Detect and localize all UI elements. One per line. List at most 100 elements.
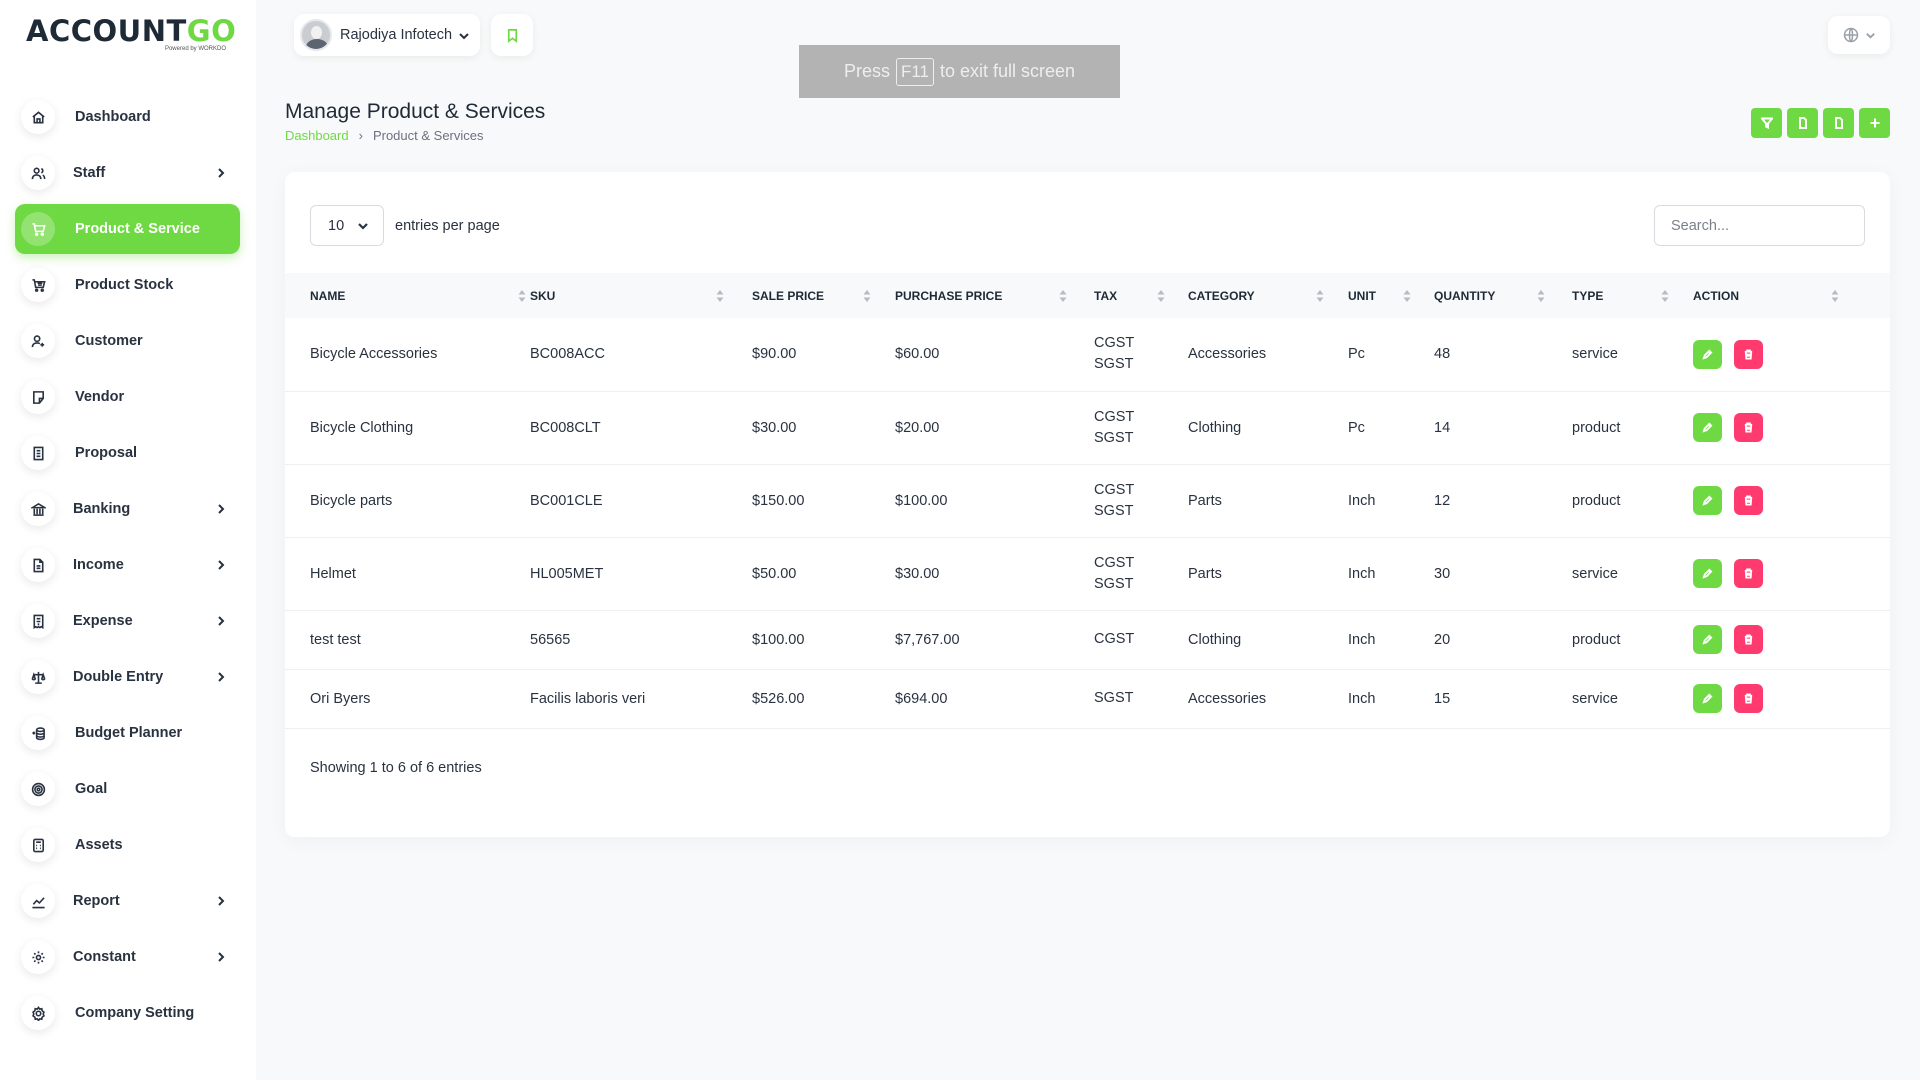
sort-icon[interactable]	[1403, 290, 1411, 302]
fullscreen-notice-key: F11	[895, 57, 934, 86]
column-header-category[interactable]: Category	[1188, 273, 1348, 318]
chevron-right-icon	[214, 166, 228, 180]
edit-button[interactable]	[1693, 625, 1722, 654]
calculator-icon	[21, 828, 55, 862]
sidebar-item-product-stock[interactable]: Product Stock	[15, 260, 240, 310]
language-selector[interactable]	[1828, 16, 1890, 54]
bank-icon	[21, 492, 55, 526]
cell-unit: Inch	[1348, 537, 1434, 611]
edit-button[interactable]	[1693, 339, 1722, 369]
delete-button[interactable]	[1734, 684, 1763, 713]
table-row: Bicycle Clothing BC008CLT $30.00 $20.00 CGST…	[285, 391, 1890, 465]
column-header-tax[interactable]: Tax	[1094, 273, 1188, 318]
sort-icon[interactable]	[1661, 290, 1669, 302]
logo-main-text: ACCOUNT	[26, 14, 187, 48]
sort-icon[interactable]	[863, 290, 871, 302]
column-header-action[interactable]: Action	[1693, 273, 1890, 318]
delete-button[interactable]	[1734, 625, 1763, 654]
globe-icon	[1843, 27, 1858, 43]
cell-category: Accessories	[1188, 318, 1348, 392]
cell-purchase-price: $30.00	[895, 537, 1094, 611]
table-row: Helmet HL005MET $50.00 $30.00 CGST SGST Parts I…	[285, 537, 1890, 611]
import-icon	[1834, 117, 1843, 129]
breadcrumb-current: Product & Services	[372, 128, 484, 143]
sidebar-item-expense[interactable]: Expense	[15, 596, 240, 646]
cell-name: Helmet	[285, 537, 530, 611]
cell-type: product	[1572, 610, 1693, 670]
column-header-label: Name	[310, 288, 346, 303]
column-header-unit[interactable]: Unit	[1348, 273, 1434, 318]
sidebar-item-dashboard[interactable]: Dashboard	[15, 92, 240, 142]
sidebar-item-double-entry[interactable]: Double Entry	[15, 652, 240, 702]
delete-button[interactable]	[1734, 559, 1763, 588]
sidebar-item-assets[interactable]: Assets	[15, 820, 240, 870]
brand-logo[interactable]: ACCOUNTGO Powered by WORKDO	[26, 14, 236, 56]
tax-label: SGST	[1094, 690, 1134, 706]
cell-sale-price: $50.00	[752, 537, 895, 611]
cell-sku: BC008ACC	[530, 318, 752, 392]
sidebar: ACCOUNTGO Powered by WORKDO Dashboard Sta…	[0, 0, 256, 1080]
chevron-down-icon	[358, 223, 368, 230]
cell-sku: 56565	[530, 610, 752, 670]
sort-icon[interactable]	[1157, 290, 1165, 302]
trash-icon	[1744, 422, 1753, 433]
column-header-quantity[interactable]: Quantity	[1434, 273, 1572, 318]
edit-button[interactable]	[1693, 559, 1722, 588]
sort-icon[interactable]	[1831, 290, 1839, 302]
sort-icon[interactable]	[716, 290, 724, 302]
sidebar-item-goal[interactable]: Goal	[15, 764, 240, 814]
column-header-sale-price[interactable]: Sale Price	[752, 273, 895, 318]
cell-type: product	[1572, 464, 1693, 538]
cell-purchase-price: $7,767.00	[895, 610, 1094, 670]
tax-label: SGST	[1094, 429, 1134, 446]
sidebar-item-report[interactable]: Report	[15, 876, 240, 926]
sidebar-item-label: Report	[73, 893, 120, 909]
cell-purchase-price: $60.00	[895, 318, 1094, 392]
edit-button[interactable]	[1693, 684, 1722, 713]
file-text-icon	[21, 436, 55, 470]
column-header-purchase-price[interactable]: Purchase Price	[895, 273, 1094, 318]
trash-icon	[1744, 634, 1753, 645]
add-product-button[interactable]	[1859, 108, 1890, 138]
column-header-sku[interactable]: SKU	[530, 273, 752, 318]
delete-button[interactable]	[1734, 339, 1763, 369]
sidebar-item-income[interactable]: Income	[15, 540, 240, 590]
sort-icon[interactable]	[1316, 290, 1324, 302]
sidebar-item-staff[interactable]: Staff	[15, 148, 240, 198]
filter-button[interactable]	[1751, 108, 1782, 138]
cell-category: Parts	[1188, 464, 1348, 538]
tax-label: SGST	[1094, 575, 1134, 592]
column-header-type[interactable]: Type	[1572, 273, 1693, 318]
column-header-name[interactable]: Name	[285, 273, 530, 318]
bookmark-button[interactable]	[491, 14, 533, 56]
sort-icon[interactable]	[1059, 290, 1067, 302]
sidebar-item-constant[interactable]: Constant	[15, 932, 240, 982]
sidebar-item-proposal[interactable]: Proposal	[15, 428, 240, 478]
sidebar-item-budget-planner[interactable]: Budget Planner	[15, 708, 240, 758]
edit-button[interactable]	[1693, 413, 1722, 442]
column-header-label: Unit	[1348, 288, 1376, 303]
sort-icon[interactable]	[1537, 290, 1545, 302]
edit-button[interactable]	[1693, 486, 1722, 515]
sidebar-item-product-and-service[interactable]: Product & Service	[15, 204, 240, 254]
chevron-right-icon	[214, 950, 228, 964]
sidebar-item-label: Assets	[75, 837, 123, 853]
sort-icon[interactable]	[518, 290, 526, 302]
delete-button[interactable]	[1734, 413, 1763, 442]
company-switcher[interactable]: Rajodiya Infotech	[294, 14, 480, 56]
export-button[interactable]	[1787, 108, 1818, 138]
sidebar-item-customer[interactable]: Customer	[15, 316, 240, 366]
import-button[interactable]	[1823, 108, 1854, 138]
trash-icon	[1744, 568, 1753, 579]
cell-sale-price: $100.00	[752, 610, 895, 670]
delete-button[interactable]	[1734, 486, 1763, 515]
search-input[interactable]	[1654, 205, 1865, 246]
sidebar-item-company-setting[interactable]: Company Setting	[15, 988, 240, 1038]
per-page-select[interactable]: 10	[310, 205, 384, 246]
cell-name: Bicycle parts	[285, 464, 530, 538]
sidebar-item-vendor[interactable]: Vendor	[15, 372, 240, 422]
per-page-value: 10	[328, 217, 345, 234]
sidebar-item-banking[interactable]: Banking	[15, 484, 240, 534]
breadcrumb-dashboard-link[interactable]: Dashboard	[285, 128, 349, 143]
cell-category: Clothing	[1188, 610, 1348, 670]
